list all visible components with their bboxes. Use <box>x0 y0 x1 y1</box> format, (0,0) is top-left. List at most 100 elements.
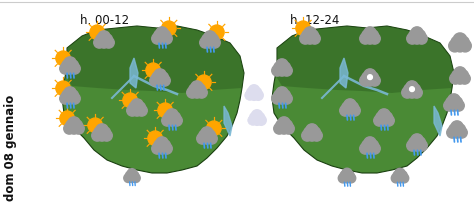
Circle shape <box>402 87 413 98</box>
Circle shape <box>444 100 455 111</box>
Circle shape <box>206 133 217 144</box>
Circle shape <box>448 100 460 111</box>
Circle shape <box>409 137 419 147</box>
Circle shape <box>152 72 162 82</box>
Text: h. 12-24: h. 12-24 <box>290 14 339 27</box>
Circle shape <box>274 90 284 100</box>
Circle shape <box>406 87 418 98</box>
Circle shape <box>406 81 418 93</box>
Circle shape <box>207 121 221 136</box>
Circle shape <box>252 115 262 125</box>
Circle shape <box>360 143 371 154</box>
Circle shape <box>306 124 318 136</box>
Circle shape <box>382 112 392 122</box>
Circle shape <box>340 105 351 116</box>
Circle shape <box>399 173 409 183</box>
Polygon shape <box>272 26 454 173</box>
Circle shape <box>452 70 462 80</box>
Polygon shape <box>62 26 244 173</box>
Circle shape <box>374 115 385 126</box>
Circle shape <box>364 137 376 149</box>
Circle shape <box>459 40 471 52</box>
Circle shape <box>152 33 163 44</box>
Circle shape <box>69 93 80 104</box>
Circle shape <box>158 103 173 117</box>
Circle shape <box>124 174 133 183</box>
Circle shape <box>369 75 380 86</box>
Circle shape <box>159 75 170 86</box>
Circle shape <box>302 130 313 141</box>
Circle shape <box>99 37 109 48</box>
Circle shape <box>362 72 372 82</box>
Circle shape <box>411 87 422 98</box>
Circle shape <box>411 33 422 44</box>
Circle shape <box>360 33 371 44</box>
Circle shape <box>187 87 198 98</box>
Polygon shape <box>274 26 454 93</box>
Circle shape <box>364 69 376 81</box>
Polygon shape <box>340 58 348 88</box>
Circle shape <box>362 30 372 40</box>
Circle shape <box>449 124 459 134</box>
Circle shape <box>197 133 208 144</box>
Circle shape <box>304 27 316 39</box>
Circle shape <box>248 115 258 125</box>
Circle shape <box>342 168 352 179</box>
Circle shape <box>195 84 205 94</box>
Circle shape <box>248 85 260 96</box>
Circle shape <box>311 130 322 141</box>
Polygon shape <box>130 58 138 88</box>
Circle shape <box>146 63 160 78</box>
Circle shape <box>446 97 456 107</box>
Circle shape <box>276 120 286 130</box>
Circle shape <box>448 94 460 106</box>
Circle shape <box>404 84 414 94</box>
Circle shape <box>274 62 284 72</box>
Circle shape <box>201 127 213 139</box>
Circle shape <box>155 75 165 86</box>
Circle shape <box>150 75 161 86</box>
Circle shape <box>253 90 263 100</box>
Circle shape <box>378 115 390 126</box>
Circle shape <box>60 93 71 104</box>
Circle shape <box>302 30 312 40</box>
Circle shape <box>135 102 146 112</box>
Circle shape <box>281 93 292 104</box>
Circle shape <box>415 30 425 40</box>
Circle shape <box>456 127 467 138</box>
Circle shape <box>189 84 199 94</box>
Circle shape <box>342 173 352 183</box>
Circle shape <box>68 123 80 134</box>
Polygon shape <box>64 26 244 93</box>
Circle shape <box>278 117 290 129</box>
Circle shape <box>90 25 104 40</box>
Circle shape <box>127 105 138 116</box>
Circle shape <box>454 40 466 52</box>
Circle shape <box>162 115 173 126</box>
Circle shape <box>368 140 378 150</box>
Circle shape <box>391 173 401 183</box>
Circle shape <box>154 30 164 40</box>
Circle shape <box>407 140 418 151</box>
Circle shape <box>136 105 147 116</box>
Circle shape <box>338 173 348 183</box>
Circle shape <box>69 63 80 74</box>
Circle shape <box>202 34 212 44</box>
Circle shape <box>156 33 167 44</box>
Circle shape <box>123 93 137 108</box>
Circle shape <box>450 73 461 84</box>
Circle shape <box>416 140 427 151</box>
Circle shape <box>307 130 318 141</box>
Circle shape <box>378 109 390 121</box>
Circle shape <box>340 171 349 180</box>
Circle shape <box>156 27 168 39</box>
Circle shape <box>453 33 467 46</box>
Circle shape <box>64 57 76 69</box>
Circle shape <box>152 143 163 154</box>
Circle shape <box>452 97 462 107</box>
Circle shape <box>451 121 463 133</box>
Circle shape <box>345 105 356 116</box>
Circle shape <box>154 69 166 81</box>
Circle shape <box>246 88 256 97</box>
Circle shape <box>395 168 405 179</box>
